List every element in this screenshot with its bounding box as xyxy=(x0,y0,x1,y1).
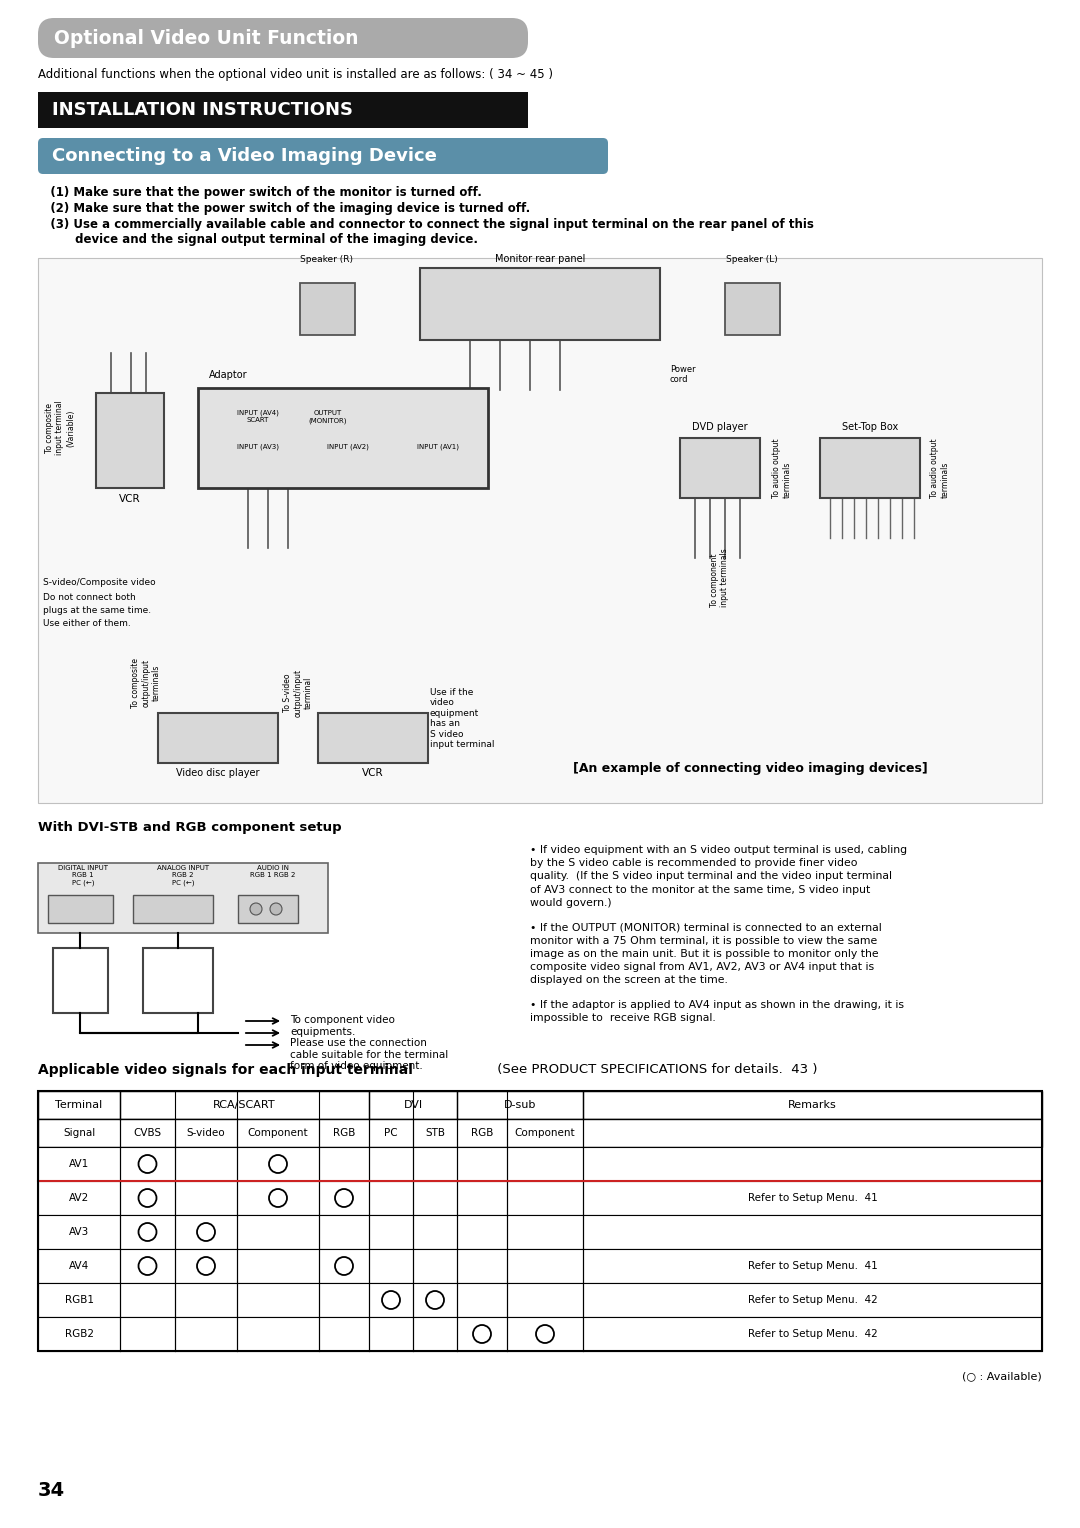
Text: [An example of connecting video imaging devices]: [An example of connecting video imaging … xyxy=(572,762,928,775)
Bar xyxy=(38,1091,1042,1351)
Text: OUTPUT
(MONITOR): OUTPUT (MONITOR) xyxy=(309,410,348,423)
Bar xyxy=(300,283,355,335)
Text: RGB1: RGB1 xyxy=(65,1296,94,1305)
Bar xyxy=(143,947,213,1013)
Text: To component
input terminals: To component input terminals xyxy=(710,549,729,607)
Text: 34: 34 xyxy=(38,1481,65,1500)
Text: RGB2: RGB2 xyxy=(65,1329,94,1339)
Text: To composite
input terminal
(Variable): To composite input terminal (Variable) xyxy=(45,400,75,455)
Text: INPUT (AV3): INPUT (AV3) xyxy=(237,443,279,449)
Text: Terminal: Terminal xyxy=(55,1100,103,1109)
Text: Monitor rear panel: Monitor rear panel xyxy=(495,254,585,264)
Bar xyxy=(133,895,213,923)
Text: To audio output
terminals: To audio output terminals xyxy=(772,439,792,498)
Text: Video disc player: Video disc player xyxy=(176,769,260,778)
FancyBboxPatch shape xyxy=(38,138,608,174)
Bar xyxy=(38,1317,1042,1351)
Bar xyxy=(38,1091,1042,1118)
Text: Applicable video signals for each input terminal: Applicable video signals for each input … xyxy=(38,1063,413,1077)
Text: Speaker (L): Speaker (L) xyxy=(726,255,778,264)
Text: (○ : Available): (○ : Available) xyxy=(962,1371,1042,1381)
FancyBboxPatch shape xyxy=(38,18,528,58)
Text: S-video/Composite video: S-video/Composite video xyxy=(43,578,156,587)
Bar xyxy=(198,388,488,487)
Bar xyxy=(53,947,108,1013)
Bar xyxy=(420,267,660,341)
Text: To S-video
output/input
terminal: To S-video output/input terminal xyxy=(283,669,313,717)
Text: Refer to Setup Menu.  41: Refer to Setup Menu. 41 xyxy=(747,1261,877,1271)
Text: Use either of them.: Use either of them. xyxy=(43,619,131,628)
Bar xyxy=(38,863,328,934)
Text: AV3: AV3 xyxy=(69,1227,90,1238)
Text: DIGITAL INPUT
RGB 1
PC (←): DIGITAL INPUT RGB 1 PC (←) xyxy=(58,865,108,886)
Text: Component: Component xyxy=(515,1128,576,1138)
Text: CVBS: CVBS xyxy=(134,1128,162,1138)
Bar xyxy=(238,895,298,923)
Text: Adaptor: Adaptor xyxy=(208,370,247,380)
Text: To composite
output/input
terminals: To composite output/input terminals xyxy=(131,659,161,707)
Text: AV4: AV4 xyxy=(69,1261,90,1271)
Bar xyxy=(38,1091,1042,1351)
Bar xyxy=(38,1118,1042,1148)
Text: INPUT (AV1): INPUT (AV1) xyxy=(417,443,459,449)
Text: VCR: VCR xyxy=(362,769,383,778)
Text: (1) Make sure that the power switch of the monitor is turned off.: (1) Make sure that the power switch of t… xyxy=(38,186,482,199)
Text: plugs at the same time.: plugs at the same time. xyxy=(43,607,151,614)
Bar xyxy=(38,1148,1042,1181)
Bar xyxy=(38,1181,1042,1215)
Text: • If the adaptor is applied to AV4 input as shown in the drawing, it is
impossib: • If the adaptor is applied to AV4 input… xyxy=(530,999,904,1024)
Bar xyxy=(38,92,528,128)
Bar xyxy=(38,258,1042,804)
Bar xyxy=(38,1284,1042,1317)
Text: Additional functions when the optional video unit is installed are as follows: (: Additional functions when the optional v… xyxy=(38,69,553,81)
Bar xyxy=(725,283,780,335)
Text: RGB: RGB xyxy=(471,1128,494,1138)
Bar xyxy=(318,714,428,762)
Bar xyxy=(680,439,760,498)
Text: Component: Component xyxy=(247,1128,308,1138)
Text: Refer to Setup Menu.  41: Refer to Setup Menu. 41 xyxy=(747,1193,877,1203)
Text: INPUT (AV2): INPUT (AV2) xyxy=(327,443,369,449)
Text: • If the OUTPUT (MONITOR) terminal is connected to an external
monitor with a 75: • If the OUTPUT (MONITOR) terminal is co… xyxy=(530,923,881,986)
Text: STB: STB xyxy=(426,1128,445,1138)
Text: Power
cord: Power cord xyxy=(670,365,696,385)
Bar xyxy=(48,895,113,923)
Text: With DVI-STB and RGB component setup: With DVI-STB and RGB component setup xyxy=(38,821,341,834)
Text: (3) Use a commercially available cable and connector to connect the signal input: (3) Use a commercially available cable a… xyxy=(38,219,814,246)
Text: Connecting to a Video Imaging Device: Connecting to a Video Imaging Device xyxy=(52,147,437,165)
Text: AV2: AV2 xyxy=(69,1193,90,1203)
Circle shape xyxy=(249,903,262,915)
Text: D-sub: D-sub xyxy=(503,1100,536,1109)
Text: (See PRODUCT SPECIFICATIONS for details.  43 ): (See PRODUCT SPECIFICATIONS for details.… xyxy=(492,1063,818,1076)
Bar xyxy=(38,1248,1042,1284)
Text: RGB: RGB xyxy=(333,1128,355,1138)
Bar xyxy=(158,714,278,762)
Text: Do not connect both: Do not connect both xyxy=(43,593,136,602)
Text: DVI: DVI xyxy=(404,1100,422,1109)
Text: Refer to Setup Menu.  42: Refer to Setup Menu. 42 xyxy=(747,1329,877,1339)
Bar xyxy=(38,1215,1042,1248)
Text: (2) Make sure that the power switch of the imaging device is turned off.: (2) Make sure that the power switch of t… xyxy=(38,202,530,215)
Text: PC: PC xyxy=(384,1128,397,1138)
Circle shape xyxy=(270,903,282,915)
Text: Use if the
video
equipment
has an
S video
input terminal: Use if the video equipment has an S vide… xyxy=(430,688,495,749)
Text: INPUT (AV4)
SCART: INPUT (AV4) SCART xyxy=(238,410,279,423)
Text: To component video
equipments.
Please use the connection
cable suitable for the : To component video equipments. Please us… xyxy=(291,1015,448,1071)
Text: RCA/SCART: RCA/SCART xyxy=(213,1100,275,1109)
Text: Speaker (R): Speaker (R) xyxy=(300,255,353,264)
Text: AV1: AV1 xyxy=(69,1160,90,1169)
Text: DVD player: DVD player xyxy=(692,422,747,432)
Text: Refer to Setup Menu.  42: Refer to Setup Menu. 42 xyxy=(747,1296,877,1305)
Text: Remarks: Remarks xyxy=(788,1100,837,1109)
Text: To audio output
terminals: To audio output terminals xyxy=(930,439,949,498)
Text: S-video: S-video xyxy=(187,1128,226,1138)
Bar xyxy=(96,393,164,487)
Text: ANALOG INPUT
RGB 2
PC (←): ANALOG INPUT RGB 2 PC (←) xyxy=(157,865,210,886)
Text: Set-Top Box: Set-Top Box xyxy=(842,422,899,432)
Text: AUDIO IN
RGB 1 RGB 2: AUDIO IN RGB 1 RGB 2 xyxy=(251,865,296,879)
Text: Optional Video Unit Function: Optional Video Unit Function xyxy=(54,29,359,47)
Bar xyxy=(820,439,920,498)
Text: • If video equipment with an S video output terminal is used, cabling
by the S v: • If video equipment with an S video out… xyxy=(530,845,907,908)
Text: Signal: Signal xyxy=(63,1128,95,1138)
Text: INSTALLATION INSTRUCTIONS: INSTALLATION INSTRUCTIONS xyxy=(52,101,353,119)
